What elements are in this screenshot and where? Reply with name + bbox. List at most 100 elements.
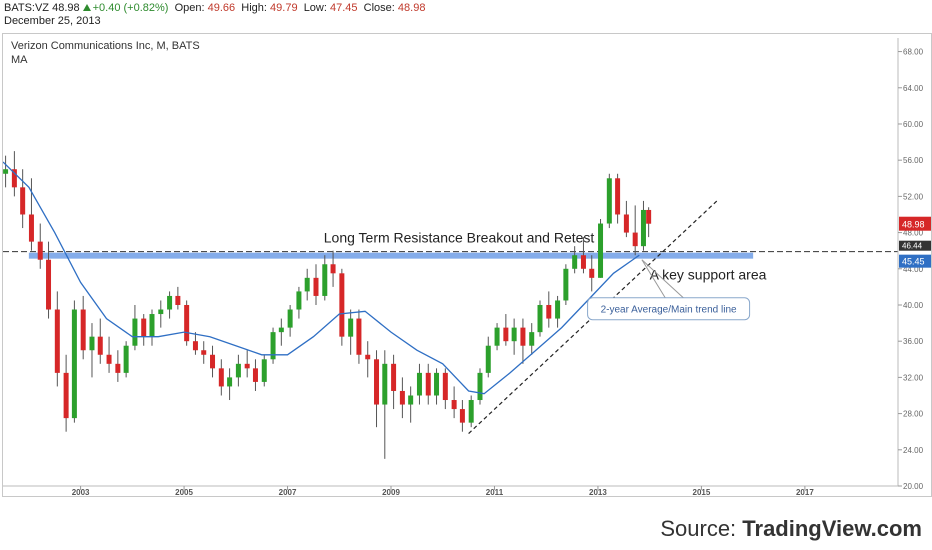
candle-body xyxy=(374,359,380,405)
level-tag-upper xyxy=(899,240,931,251)
candle-body xyxy=(382,363,388,405)
y-tick-label: 32.00 xyxy=(903,373,924,382)
candle-body xyxy=(270,332,276,360)
candle-body xyxy=(330,264,336,274)
trend-annotation: 2-year Average/Main trend line xyxy=(601,305,737,316)
x-tick-label: 2011 xyxy=(486,488,504,496)
candle-body xyxy=(11,169,17,188)
resistance-annotation: Long Term Resistance Breakout and Retest xyxy=(324,230,595,246)
candle-body xyxy=(184,304,190,342)
open-label: Open: xyxy=(174,2,205,14)
candle-body xyxy=(615,178,621,215)
moving-average-layer xyxy=(2,161,640,395)
candle-body xyxy=(348,318,354,337)
candle-body xyxy=(477,372,483,401)
candle-body xyxy=(252,368,258,382)
y-tick-label: 40.00 xyxy=(903,301,924,310)
candle-body xyxy=(494,327,500,346)
x-tick-label: 2005 xyxy=(175,488,193,496)
x-tick-label: 2017 xyxy=(796,488,814,496)
candle-body xyxy=(451,400,457,410)
candle-body xyxy=(106,354,112,364)
candle-body xyxy=(563,268,569,301)
candle-body xyxy=(529,332,535,346)
level-tag xyxy=(899,254,931,268)
candle-body xyxy=(537,304,543,333)
callout-pointer xyxy=(641,259,666,299)
candle-body xyxy=(244,363,250,369)
open-value: 49.66 xyxy=(207,2,236,14)
chart-panel[interactable]: Long Term Resistance Breakout and Retest… xyxy=(2,33,932,497)
indicator-label: MA xyxy=(11,54,28,66)
axes-layer: 20.00 24.00 28.00 32.00 36.00 40.00 44.00 48.00… xyxy=(3,38,931,497)
chart-title: Verizon Communications Inc, M, BATS xyxy=(11,40,200,52)
annotations-layer: Long Term Resistance Breakout and Retest… xyxy=(324,200,767,434)
candle-body xyxy=(356,318,362,355)
price-change: +0.40 (+0.82%) xyxy=(92,2,169,14)
candle-body xyxy=(640,209,646,247)
candle-body xyxy=(261,359,267,382)
candle-body xyxy=(37,241,43,260)
level-tag-label: 45.45 xyxy=(902,257,925,267)
candle-body xyxy=(503,327,509,342)
y-tick-label: 36.00 xyxy=(903,337,924,346)
moving-average-line xyxy=(2,161,640,395)
candle-body xyxy=(192,341,198,351)
candle-body xyxy=(46,259,52,310)
source-prefix: Source: xyxy=(660,516,743,541)
candle-body xyxy=(459,409,465,423)
support-band-layer xyxy=(3,251,898,259)
candle-body xyxy=(141,318,147,337)
support-band xyxy=(28,252,754,259)
candle-body xyxy=(468,400,474,423)
candle-body xyxy=(313,277,319,296)
candle-body xyxy=(365,354,371,360)
candle-body xyxy=(63,372,69,419)
candle-body xyxy=(89,336,95,351)
candle-body xyxy=(123,345,129,373)
x-tick-label: 2003 xyxy=(72,488,90,496)
high-value: 49.79 xyxy=(270,2,298,14)
y-tick-label: 20.00 xyxy=(903,482,924,491)
y-tick-label: 48.00 xyxy=(903,229,924,238)
quote-line: BATS:VZ 48.98 +0.40 (+0.82%) Open: 49.66 … xyxy=(4,2,425,14)
support-annotation: A key support area xyxy=(650,267,767,283)
y-tick-label: 56.00 xyxy=(903,156,924,165)
candle-body xyxy=(511,327,517,342)
source-credit: Source: TradingView.com xyxy=(660,516,922,542)
x-tick-label: 2013 xyxy=(589,488,607,496)
candle-body xyxy=(3,169,9,174)
callout-pointer xyxy=(641,259,684,299)
symbol-header: BATS:VZ 48.98 +0.40 (+0.82%) Open: 49.66 … xyxy=(0,0,932,30)
candles-layer xyxy=(3,151,652,459)
last-price-tag-label: 48.98 xyxy=(902,220,925,230)
candle-body xyxy=(71,309,77,419)
candle-body xyxy=(296,291,302,310)
last-price-tag xyxy=(899,216,931,231)
y-tick-label: 44.00 xyxy=(903,265,924,274)
y-tick-label: 52.00 xyxy=(903,192,924,201)
candle-body xyxy=(304,277,310,292)
x-tick-label: 2009 xyxy=(382,488,400,496)
candle-body xyxy=(339,273,345,337)
candle-body xyxy=(606,178,612,224)
low-label: Low: xyxy=(303,2,327,14)
up-arrow-icon xyxy=(82,4,91,11)
candle-body xyxy=(54,309,60,373)
y-tick-label: 68.00 xyxy=(903,48,924,57)
candle-body xyxy=(391,363,397,391)
candle-body xyxy=(646,209,652,224)
candle-body xyxy=(218,368,224,387)
candle-body xyxy=(167,295,173,310)
candle-body xyxy=(287,309,293,328)
price-chart[interactable]: Long Term Resistance Breakout and Retest… xyxy=(2,34,931,497)
symbol-label: BATS:VZ xyxy=(4,2,50,14)
y-tick-label: 64.00 xyxy=(903,84,924,93)
candle-body xyxy=(623,214,629,233)
high-label: High: xyxy=(241,2,267,14)
candle-body xyxy=(132,318,138,346)
close-label: Close: xyxy=(363,2,395,14)
source-brand: TradingView.com xyxy=(742,516,922,541)
level-tag-upper-label: 46.44 xyxy=(902,242,923,251)
candle-body xyxy=(80,309,86,351)
